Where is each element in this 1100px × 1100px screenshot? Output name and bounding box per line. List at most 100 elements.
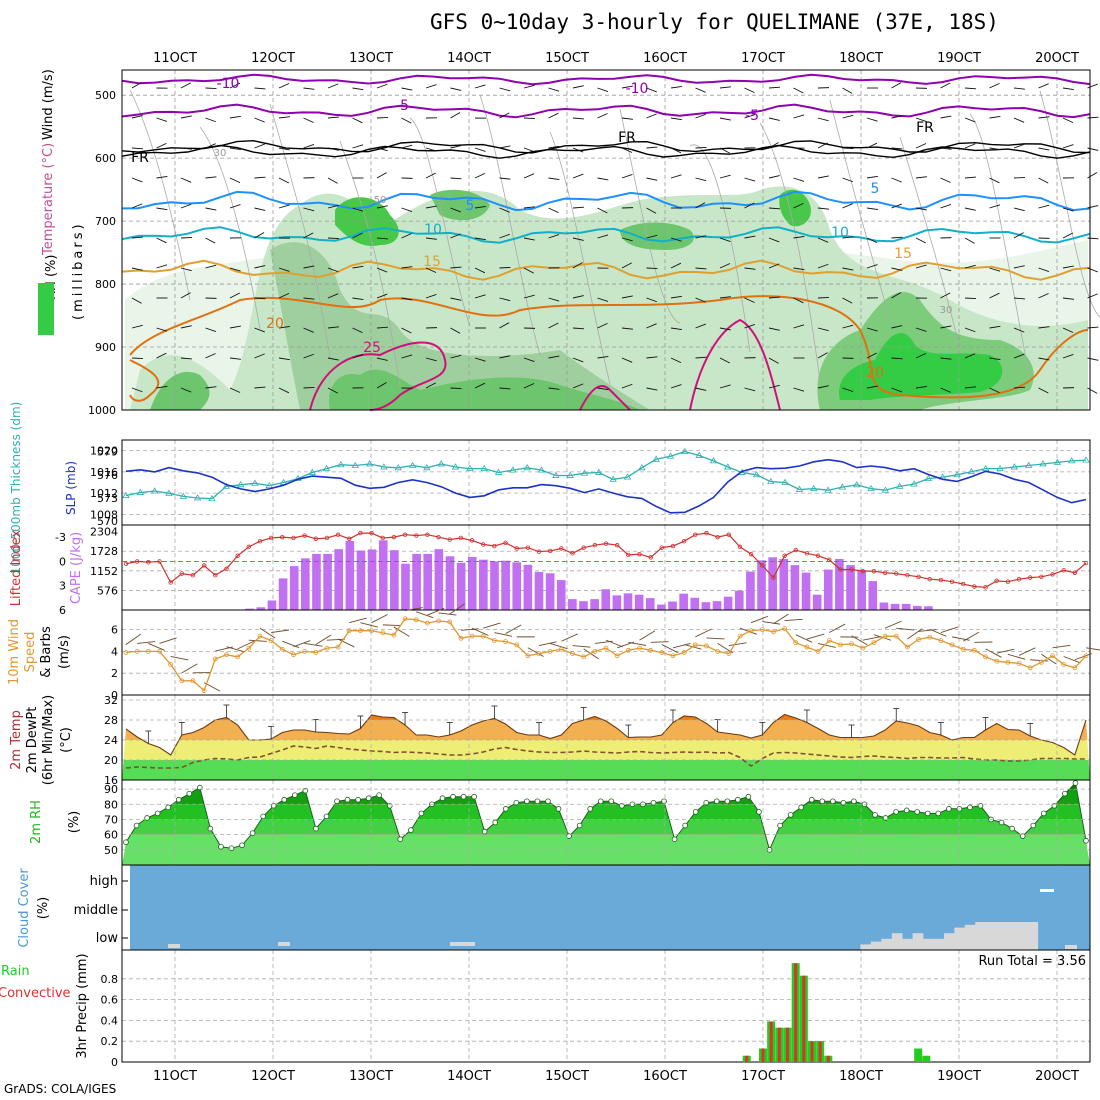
li-marker xyxy=(961,581,966,587)
wind-barb xyxy=(170,656,189,661)
wind-barb xyxy=(572,262,583,269)
wind-barb xyxy=(940,82,951,89)
li-marker xyxy=(224,566,229,571)
high-cloud-speck xyxy=(1040,889,1054,892)
cape-bar xyxy=(434,549,444,610)
thickness-ylabel-text: 1000-500mb Thickness (dm) xyxy=(9,402,23,575)
li-marker xyxy=(1005,579,1011,584)
wind-barb xyxy=(278,83,290,89)
rh-tick: 50 xyxy=(104,844,118,857)
grads-credit: GrADS: COLA/IGES xyxy=(4,1082,117,1096)
temp-tick: 20 xyxy=(104,754,118,767)
wind-barb xyxy=(229,82,241,89)
wind-barb xyxy=(842,297,853,304)
isotherm-10 xyxy=(121,226,1091,244)
rh-marker xyxy=(808,796,815,803)
rh-contour-line xyxy=(969,113,1031,379)
wind-barb xyxy=(499,177,511,180)
wind-barb xyxy=(597,356,609,359)
wind-barb xyxy=(621,262,632,269)
li-marker xyxy=(469,538,475,543)
cape-tick: 2304 xyxy=(90,526,118,539)
wind-barb xyxy=(523,237,535,241)
wind-barb xyxy=(401,87,413,91)
rh-marker xyxy=(956,806,963,812)
temp-ylabel-a: 2m Temp xyxy=(9,710,24,770)
wind-barb xyxy=(205,327,217,333)
millibars-label: (millibars) xyxy=(71,221,86,320)
wind-barb xyxy=(940,203,952,209)
wind-marker xyxy=(960,646,966,652)
wind-barb xyxy=(989,116,1001,119)
li-marker xyxy=(603,541,609,546)
wind-barb xyxy=(817,237,829,243)
li-marker xyxy=(123,561,129,567)
wind-barb xyxy=(891,292,902,299)
wind-barb xyxy=(646,323,657,329)
wind-barb xyxy=(483,622,501,629)
cape-bar xyxy=(467,556,477,610)
wind-barb xyxy=(695,235,707,239)
rh-marker xyxy=(1062,790,1068,797)
low-cloud-bar xyxy=(954,927,966,950)
li-marker xyxy=(402,532,408,537)
wind-barb xyxy=(915,207,927,211)
wind-barb xyxy=(915,327,927,332)
date-label-bottom: 20OCT xyxy=(1035,1069,1079,1084)
wind-marker xyxy=(224,652,229,658)
wind-barb xyxy=(205,117,216,123)
wind-barb xyxy=(842,267,854,271)
wind-marker xyxy=(201,688,207,694)
wind-barb xyxy=(425,84,437,89)
wind-barb xyxy=(401,207,413,213)
wind-barb xyxy=(474,147,486,152)
li-marker xyxy=(536,549,542,554)
wind-barb xyxy=(474,294,486,299)
date-label-top: 12OCT xyxy=(251,51,295,66)
wind-barb xyxy=(425,147,437,152)
wind-barb xyxy=(940,387,951,393)
cape-bar xyxy=(256,607,266,610)
isotherm-minus10 xyxy=(121,73,1091,86)
wind-barb xyxy=(376,172,387,179)
rh-marker xyxy=(735,796,741,803)
wind-barb xyxy=(891,115,903,119)
wind-barb xyxy=(646,356,658,359)
wind-barb xyxy=(229,325,241,329)
wind-barb xyxy=(156,117,168,122)
thickness-marker xyxy=(580,469,589,476)
wind-barb xyxy=(1038,267,1050,273)
wind-barb xyxy=(131,267,143,271)
wind-barb xyxy=(471,627,489,636)
rh-marker xyxy=(1030,822,1037,829)
li-marker xyxy=(559,546,564,551)
wind-barb xyxy=(940,147,952,150)
li-marker xyxy=(134,559,140,564)
cloud-fill xyxy=(130,865,1090,950)
wind-barb xyxy=(382,624,401,626)
wind-barb xyxy=(940,115,952,119)
wind-barb xyxy=(744,202,755,209)
li-marker xyxy=(626,552,631,558)
wind-barb xyxy=(915,143,927,149)
wind-barb xyxy=(499,322,510,329)
wind-barb xyxy=(621,295,633,299)
rh-marker xyxy=(777,822,783,829)
wind-barb xyxy=(327,293,339,299)
thickness-marker xyxy=(552,471,560,478)
wind-marker xyxy=(235,654,241,660)
wind-barb xyxy=(884,620,902,629)
wind-barb xyxy=(156,176,168,179)
wind-barb xyxy=(1062,87,1074,90)
thickness-marker xyxy=(709,457,718,464)
rh-marker xyxy=(439,795,446,802)
wind-barb xyxy=(159,637,177,644)
rh-marker xyxy=(239,842,245,849)
li-marker xyxy=(815,553,821,558)
thickness-marker xyxy=(136,488,145,495)
isotherm-20 xyxy=(129,295,1089,399)
rh-marker xyxy=(587,806,593,812)
wind-marker xyxy=(447,619,453,625)
rh-shading xyxy=(335,197,399,246)
wind-barb xyxy=(768,327,780,331)
